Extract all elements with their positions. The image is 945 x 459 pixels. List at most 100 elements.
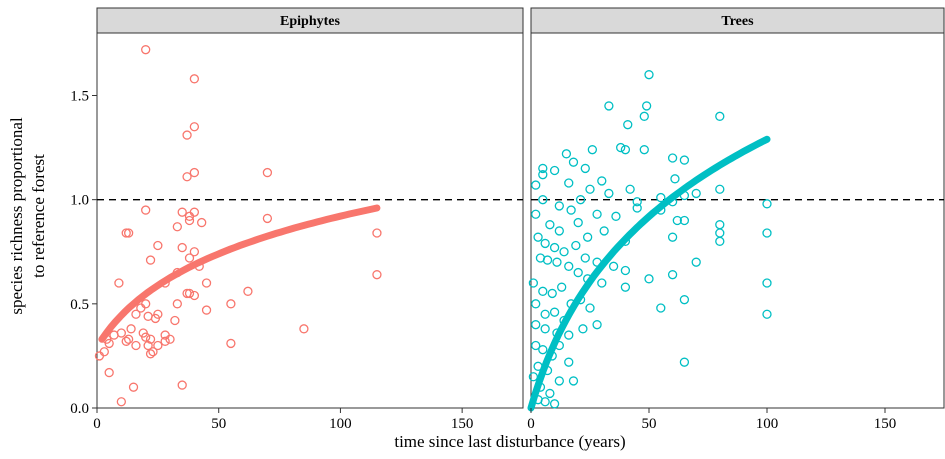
data-point bbox=[575, 195, 586, 205]
data-point bbox=[189, 207, 200, 217]
data-point bbox=[141, 45, 151, 55]
data-point bbox=[116, 328, 126, 338]
data-point bbox=[184, 211, 195, 221]
data-point bbox=[177, 242, 187, 253]
data-point bbox=[762, 199, 772, 209]
data-point bbox=[691, 188, 701, 199]
data-point bbox=[762, 309, 772, 319]
x-tick-label: 150 bbox=[451, 416, 474, 432]
y-tick-label: 1.5 bbox=[70, 89, 89, 105]
data-point bbox=[189, 122, 200, 132]
data-point bbox=[148, 347, 158, 357]
data-point bbox=[679, 357, 690, 367]
data-point bbox=[141, 332, 151, 342]
data-point bbox=[128, 382, 139, 392]
data-point bbox=[226, 338, 236, 349]
data-point bbox=[189, 247, 200, 257]
y-tick-label: 0.0 bbox=[70, 401, 89, 417]
data-point bbox=[587, 145, 598, 155]
data-point bbox=[554, 201, 564, 211]
data-point bbox=[121, 228, 131, 238]
facet-strip bbox=[530, 7, 945, 34]
data-point bbox=[116, 397, 126, 407]
data-point bbox=[123, 228, 134, 238]
data-point bbox=[557, 282, 567, 292]
data-point bbox=[573, 267, 583, 278]
data-point bbox=[656, 192, 666, 203]
data-point bbox=[632, 197, 642, 207]
data-point bbox=[201, 278, 212, 288]
data-point bbox=[528, 278, 539, 288]
x-tick-label: 100 bbox=[756, 416, 779, 432]
data-point bbox=[533, 232, 543, 242]
data-point bbox=[372, 270, 382, 280]
data-point bbox=[620, 145, 631, 155]
data-point bbox=[121, 336, 131, 346]
data-point bbox=[197, 217, 207, 228]
data-point bbox=[644, 274, 654, 284]
data-point bbox=[538, 345, 548, 355]
x-tick-label: 100 bbox=[329, 416, 352, 432]
data-point bbox=[99, 347, 109, 357]
data-point bbox=[540, 238, 550, 249]
data-point bbox=[564, 261, 574, 271]
data-point bbox=[172, 222, 182, 232]
data-point bbox=[299, 324, 309, 334]
data-point bbox=[540, 309, 550, 319]
data-point bbox=[126, 324, 136, 334]
data-point bbox=[549, 399, 560, 409]
data-point bbox=[608, 261, 619, 271]
data-point bbox=[554, 376, 564, 386]
x-tick-label: 0 bbox=[527, 416, 535, 432]
fit-curve bbox=[527, 135, 771, 412]
x-tick-label: 50 bbox=[642, 416, 657, 432]
data-point bbox=[554, 226, 564, 236]
data-point bbox=[94, 351, 105, 361]
data-point bbox=[620, 265, 631, 276]
data-point bbox=[639, 111, 649, 121]
y-axis-title-line-2: to reference forest bbox=[29, 154, 48, 278]
data-point bbox=[145, 334, 156, 344]
data-point bbox=[644, 70, 654, 80]
data-point bbox=[639, 145, 649, 155]
data-point bbox=[679, 295, 690, 305]
data-point bbox=[136, 303, 146, 313]
data-point bbox=[667, 232, 678, 242]
data-point bbox=[641, 101, 652, 111]
data-point bbox=[715, 228, 725, 238]
data-point bbox=[184, 215, 195, 226]
panel-epiphytes: Epiphytes 0 50 100 150 bbox=[93, 7, 524, 432]
data-point bbox=[571, 240, 581, 251]
data-point bbox=[578, 324, 588, 334]
data-point bbox=[184, 288, 195, 299]
data-point bbox=[538, 170, 548, 180]
data-point bbox=[243, 286, 253, 296]
data-point bbox=[153, 240, 163, 251]
data-point bbox=[182, 130, 192, 140]
data-point bbox=[715, 236, 725, 246]
data-point bbox=[568, 376, 579, 386]
data-point bbox=[201, 305, 212, 315]
fit-curve bbox=[98, 204, 381, 343]
data-point bbox=[667, 153, 678, 163]
data-point bbox=[715, 184, 725, 194]
x-axis-title: time since last disturbance (years) bbox=[394, 432, 625, 451]
data-point bbox=[762, 278, 772, 288]
panel-border bbox=[530, 32, 945, 409]
x-tick-label: 150 bbox=[874, 416, 897, 432]
y-tick-label: 0.5 bbox=[70, 297, 89, 313]
data-point bbox=[262, 213, 273, 224]
data-point bbox=[189, 167, 200, 178]
data-point bbox=[656, 303, 666, 313]
data-point bbox=[549, 242, 560, 253]
data-point bbox=[531, 340, 541, 351]
data-point bbox=[538, 163, 548, 174]
data-point bbox=[582, 232, 593, 242]
data-point bbox=[670, 174, 680, 184]
facet-strip-label: Epiphytes bbox=[280, 14, 340, 29]
data-point bbox=[540, 324, 550, 334]
data-point bbox=[145, 255, 156, 265]
data-point bbox=[160, 336, 170, 346]
data-point bbox=[177, 380, 187, 390]
